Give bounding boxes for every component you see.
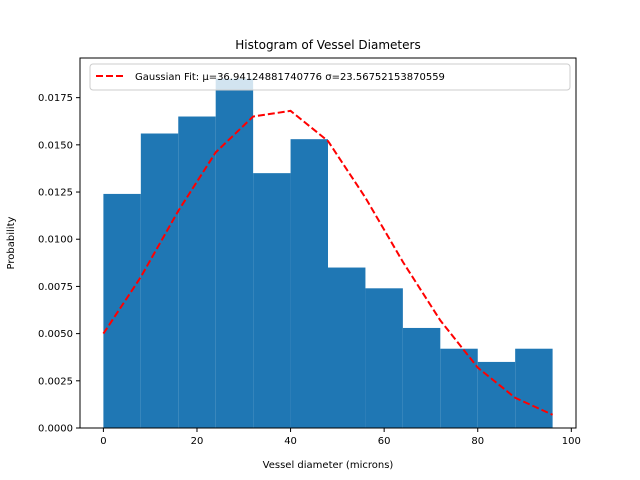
bar-group <box>103 78 553 429</box>
histogram-bar <box>140 133 179 429</box>
x-axis-ticks: 0 20 40 60 80 100 <box>100 428 581 447</box>
y-tick-label: 0.0025 <box>38 376 73 387</box>
histogram-bar <box>328 267 366 428</box>
fit-line-group <box>102 109 554 416</box>
y-tick-label: 0.0000 <box>38 424 73 435</box>
histogram-bar <box>253 173 291 428</box>
histogram-bar <box>365 288 403 428</box>
x-tick-label: 100 <box>562 436 581 447</box>
x-axis-label: Vessel diameter (microns) <box>263 460 394 471</box>
gaussian-fit-line <box>102 109 554 416</box>
x-tick-label: 20 <box>191 436 204 447</box>
chart-title: Histogram of Vessel Diameters <box>235 38 420 52</box>
x-tick-label: 80 <box>471 436 484 447</box>
y-axis-label: Probability <box>6 216 17 269</box>
legend: Gaussian Fit: μ=36.94124881740776 σ=23.5… <box>89 63 571 91</box>
histogram-bar <box>290 139 328 428</box>
x-tick-label: 60 <box>378 436 391 447</box>
histogram-bar <box>178 116 216 428</box>
histogram-bar <box>215 78 254 428</box>
y-axis-ticks: 0.0000 0.0025 0.0050 0.0075 0.0100 0.0125 0.01… <box>38 93 80 435</box>
y-tick-label: 0.0050 <box>38 329 73 340</box>
y-tick-label: 0.0150 <box>38 140 73 151</box>
y-tick-label: 0.0175 <box>38 93 73 104</box>
histogram-bar <box>103 193 141 428</box>
x-tick-label: 40 <box>284 436 297 447</box>
histogram-bar <box>402 327 441 428</box>
x-tick-label: 0 <box>100 436 106 447</box>
legend-box <box>89 63 571 91</box>
y-tick-label: 0.0125 <box>38 188 73 199</box>
y-tick-label: 0.0100 <box>38 235 73 246</box>
legend-fit-line-label: Gaussian Fit: μ=36.94124881740776 σ=23.5… <box>135 72 445 83</box>
plot-frame <box>79 57 577 429</box>
histogram-bar <box>440 348 478 428</box>
y-tick-label: 0.0075 <box>38 282 73 293</box>
histogram-bar <box>515 348 553 428</box>
